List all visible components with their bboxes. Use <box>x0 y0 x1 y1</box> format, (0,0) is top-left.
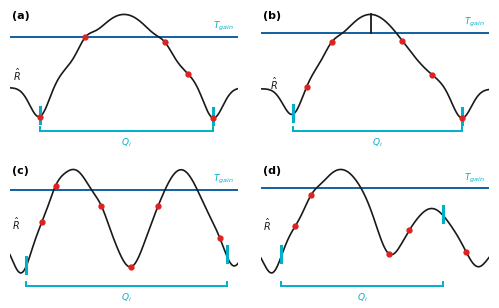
Text: $\hat{R}$: $\hat{R}$ <box>12 216 19 233</box>
Text: (d): (d) <box>263 166 281 176</box>
Text: Q$_{i}$: Q$_{i}$ <box>357 292 368 304</box>
Text: T$_{gain}$: T$_{gain}$ <box>464 16 485 30</box>
Text: $\hat{R}$: $\hat{R}$ <box>262 217 270 233</box>
Text: T$_{gain}$: T$_{gain}$ <box>213 173 234 186</box>
Text: (c): (c) <box>12 166 29 176</box>
Text: T$_{gain}$: T$_{gain}$ <box>213 20 234 33</box>
Text: Q$_{i}$: Q$_{i}$ <box>372 136 383 149</box>
Text: Q$_{i}$: Q$_{i}$ <box>121 136 132 149</box>
Text: Q$_{i}$: Q$_{i}$ <box>121 292 132 304</box>
Text: (b): (b) <box>263 10 281 21</box>
Text: $\hat{R}$: $\hat{R}$ <box>13 66 21 83</box>
Text: T$_{gain}$: T$_{gain}$ <box>464 172 485 184</box>
Text: $\hat{R}$: $\hat{R}$ <box>269 76 277 92</box>
Text: (a): (a) <box>12 10 30 21</box>
